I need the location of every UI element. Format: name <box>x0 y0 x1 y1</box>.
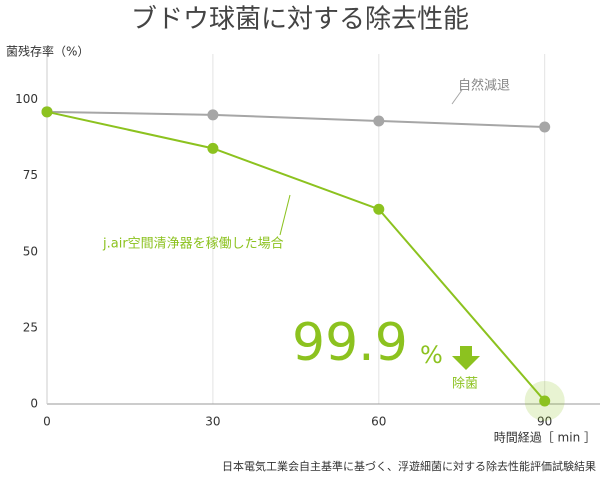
data-point <box>539 121 551 133</box>
y-tick-label: 25 <box>23 320 38 334</box>
series-line <box>46 110 545 129</box>
x-tick-label: 0 <box>43 415 51 429</box>
x-tick-label: 60 <box>371 415 386 429</box>
y-axis-label: 菌残存率（%） <box>6 44 89 59</box>
series-line <box>46 110 546 402</box>
y-tick-label: 75 <box>23 168 38 182</box>
data-point <box>373 115 385 127</box>
footnote: 日本電気工業会自主基準に基づく、浮遊細菌に対する除去性能評価試験結果 <box>222 459 596 473</box>
data-point <box>373 203 385 215</box>
y-tick-label: 0 <box>30 397 38 411</box>
down-arrow <box>452 346 480 370</box>
data-point <box>207 109 219 121</box>
y-tick-label: 50 <box>23 244 38 258</box>
annotation-number: 99.9 <box>292 313 408 373</box>
y-tick-label: 100 <box>15 92 38 106</box>
x-tick-label: 30 <box>205 415 220 429</box>
series-label: j.air空間清浄器を稼働した場合 <box>102 237 284 252</box>
annotation-unit: % <box>420 341 443 369</box>
data-point <box>539 395 551 407</box>
leader-line <box>451 89 463 105</box>
annotation-label: 除菌 <box>452 377 478 392</box>
x-axis-label: 時間経過［ min ］ <box>494 431 596 445</box>
data-point <box>207 142 219 154</box>
chart-title: ブドウ球菌に対する除去性能 <box>131 5 469 35</box>
data-point <box>41 106 53 118</box>
x-tick-label: 90 <box>537 415 552 429</box>
leader-line <box>279 194 291 236</box>
series-label: 自然減退 <box>458 78 510 94</box>
